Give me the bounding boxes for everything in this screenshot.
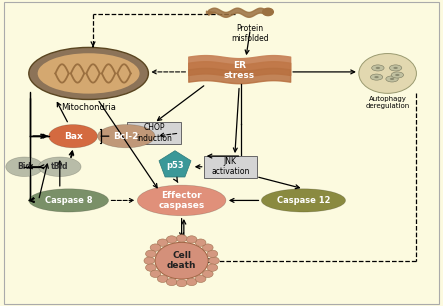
Ellipse shape (29, 47, 148, 99)
Circle shape (187, 278, 197, 285)
Polygon shape (159, 151, 191, 177)
Ellipse shape (389, 65, 402, 71)
Circle shape (209, 257, 219, 264)
Circle shape (176, 235, 187, 242)
Circle shape (157, 275, 168, 282)
Circle shape (187, 236, 197, 243)
Circle shape (263, 8, 273, 16)
Text: Protein
misfolded: Protein misfolded (232, 24, 269, 43)
Ellipse shape (29, 189, 109, 212)
Ellipse shape (390, 78, 394, 80)
Circle shape (150, 270, 161, 278)
Circle shape (146, 264, 156, 271)
Text: Cell
death: Cell death (167, 251, 196, 271)
FancyBboxPatch shape (4, 2, 439, 304)
Text: JNK
activation: JNK activation (211, 157, 249, 177)
FancyBboxPatch shape (203, 156, 257, 178)
Text: Autophagy
deregulation: Autophagy deregulation (365, 96, 410, 109)
Ellipse shape (391, 72, 404, 78)
Text: p53: p53 (166, 161, 184, 170)
Ellipse shape (372, 65, 384, 71)
FancyBboxPatch shape (128, 122, 181, 144)
Text: ER
stress: ER stress (224, 61, 255, 80)
Ellipse shape (6, 157, 43, 177)
Circle shape (195, 239, 206, 246)
Text: Bcl-2: Bcl-2 (113, 132, 139, 141)
Circle shape (195, 275, 206, 282)
Text: CHOP
induction: CHOP induction (136, 123, 172, 143)
Ellipse shape (38, 53, 140, 94)
Ellipse shape (393, 67, 398, 69)
Ellipse shape (39, 157, 81, 177)
Circle shape (144, 257, 155, 264)
Ellipse shape (97, 125, 155, 148)
Circle shape (157, 239, 168, 246)
Ellipse shape (395, 74, 400, 76)
Ellipse shape (374, 76, 379, 78)
Text: Bid: Bid (17, 162, 31, 171)
Circle shape (166, 278, 177, 285)
Circle shape (207, 250, 218, 257)
Text: Effector
caspases: Effector caspases (159, 191, 205, 210)
Circle shape (155, 242, 208, 279)
Circle shape (202, 270, 213, 278)
Circle shape (202, 244, 213, 251)
Circle shape (150, 244, 161, 251)
Ellipse shape (261, 189, 346, 212)
Circle shape (146, 250, 156, 257)
Circle shape (207, 264, 218, 271)
Text: Caspase 8: Caspase 8 (45, 196, 93, 205)
Ellipse shape (137, 185, 226, 216)
Text: Caspase 12: Caspase 12 (277, 196, 330, 205)
Ellipse shape (376, 67, 380, 69)
Text: Bax: Bax (64, 132, 82, 141)
Text: tBid: tBid (51, 162, 69, 171)
Circle shape (359, 54, 416, 93)
Circle shape (176, 279, 187, 287)
Ellipse shape (49, 125, 97, 148)
Circle shape (166, 236, 177, 243)
Text: Mitochondria: Mitochondria (61, 103, 116, 112)
Ellipse shape (370, 74, 383, 80)
Ellipse shape (386, 76, 398, 82)
